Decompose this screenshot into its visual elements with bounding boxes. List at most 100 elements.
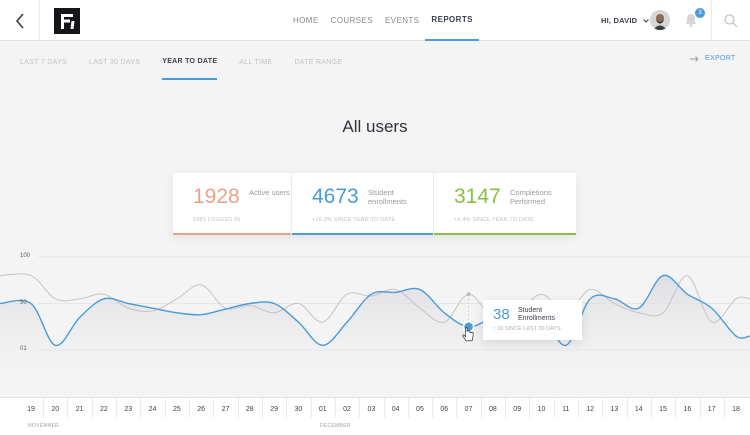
month-label: NOVEMBER (28, 423, 60, 429)
nav-courses[interactable]: COURSES (330, 16, 373, 25)
page-title: All users (342, 117, 408, 136)
filter-year-to-date[interactable]: YEAR TO DATE (162, 44, 218, 80)
stat-active-users[interactable]: 1928 Active users 1981 LOGGED IN (173, 173, 291, 235)
date-tick-label[interactable]: 12 (586, 406, 595, 413)
y-tick-label: 01 (20, 346, 27, 352)
date-tick-label[interactable]: 19 (27, 406, 35, 413)
data-point-primary[interactable] (462, 321, 475, 333)
date-tick-label[interactable]: 25 (172, 406, 181, 413)
stat-value: 4673 (312, 185, 359, 208)
tooltip-label: Student Enrollments (518, 307, 555, 322)
date-tick-label[interactable]: 16 (683, 406, 692, 413)
avatar[interactable] (650, 10, 670, 30)
stat-completions[interactable]: 3147 Completions Performed +9.4% SINCE Y… (433, 173, 576, 235)
filter-last-7-days[interactable]: LAST 7 DAYS (20, 58, 68, 66)
date-separator (91, 398, 93, 418)
date-separator (189, 398, 191, 418)
stat-value: 3147 (454, 185, 501, 208)
series-area (0, 275, 750, 397)
stat-sub: +9.4% SINCE YEAR TO DATE (454, 217, 535, 223)
stat-label: Active users (249, 188, 290, 197)
export-label: EXPORT (705, 55, 736, 62)
nav-events[interactable]: EVENTS (384, 16, 420, 25)
date-tick-label[interactable]: 05 (416, 406, 424, 413)
date-tick-label[interactable]: 09 (513, 406, 522, 413)
date-separator (67, 398, 69, 418)
export-button[interactable]: EXPORT (690, 55, 735, 62)
date-tick-label[interactable]: 17 (707, 406, 716, 413)
date-tick-label[interactable]: 30 (294, 406, 303, 413)
date-tick-label[interactable]: 21 (75, 406, 84, 413)
stat-value: 1928 (193, 185, 240, 208)
back-button[interactable] (0, 0, 40, 41)
date-tick-label[interactable]: 04 (391, 406, 400, 413)
date-separator (480, 398, 482, 418)
date-separator (213, 398, 215, 418)
date-separator (164, 398, 166, 418)
date-tick-label[interactable]: 20 (51, 406, 60, 413)
date-tick-label[interactable]: 15 (659, 406, 667, 413)
date-tick-label[interactable]: 03 (367, 406, 376, 413)
date-separator (505, 398, 507, 418)
date-filters: LAST 7 DAYS LAST 30 DAYS YEAR TO DATE AL… (20, 44, 364, 80)
search-button[interactable] (711, 0, 750, 41)
date-tick-label[interactable]: 28 (245, 406, 254, 413)
nav-reports[interactable]: REPORTS (425, 0, 479, 41)
date-tick-label[interactable]: 13 (610, 406, 619, 413)
date-tick-label[interactable]: 22 (100, 406, 108, 413)
date-tick-label[interactable]: 11 (562, 406, 570, 413)
date-tick-label[interactable]: 07 (464, 406, 473, 413)
stat-label: Completions Performed (510, 188, 552, 206)
date-separator (116, 398, 118, 418)
date-axis: NOVEMBER DECEMBER 19 20 21 22 23 24 25 26 27 28 29… (0, 397, 750, 435)
date-separator (286, 398, 288, 418)
chevron-left-icon (15, 12, 24, 29)
filter-last-30-days[interactable]: LAST 30 DAYS (89, 58, 141, 66)
nav-home[interactable]: HOME (293, 16, 319, 25)
stat-sub: 1981 LOGGED IN (193, 217, 241, 223)
stat-bar (434, 233, 576, 235)
y-tick-label: 50 (20, 300, 27, 306)
date-tick-label[interactable]: 06 (440, 406, 449, 413)
date-separator (140, 398, 142, 418)
date-tick-label[interactable]: 26 (197, 406, 206, 413)
date-tick-label[interactable]: 10 (537, 406, 546, 413)
date-separator (407, 398, 409, 418)
date-tick-label[interactable]: 01 (318, 406, 327, 413)
date-tick-label[interactable]: 18 (732, 406, 740, 413)
y-tick-label: 100 (20, 253, 31, 259)
stat-student-enrollments[interactable]: 4673 Student enrollments +16.2% SINCE YE… (291, 173, 433, 235)
date-separator (432, 398, 434, 418)
date-separator (650, 398, 652, 418)
bell-icon[interactable] (683, 12, 699, 28)
stat-bar (292, 233, 433, 235)
app-logo (54, 8, 80, 34)
date-separator (723, 398, 725, 418)
date-separator (577, 398, 579, 418)
date-separator (529, 398, 531, 418)
date-tick-label[interactable]: 23 (124, 406, 133, 413)
date-tick-label[interactable]: 08 (488, 406, 497, 413)
pointer-cursor-icon (462, 327, 474, 342)
date-tick-label[interactable]: 02 (343, 406, 351, 413)
tooltip-sub: ↑ 16 SINCE LAST 30 DAYS (493, 326, 561, 332)
filter-all-time[interactable]: ALL TIME (239, 58, 273, 66)
chart-tooltip: 38 Student Enrollments ↑ 16 SINCE LAST 3… (483, 300, 582, 340)
date-tick-label[interactable]: 27 (221, 406, 230, 413)
filter-date-range[interactable]: DATE RANGE (294, 58, 343, 66)
date-separator (602, 398, 604, 418)
arrow-right-icon (690, 55, 699, 62)
stat-label: Student enrollments (368, 188, 407, 206)
stats-cards: 1928 Active users 1981 LOGGED IN 4673 St… (173, 173, 576, 235)
user-greeting: HI, DAVID (601, 16, 638, 25)
user-menu[interactable]: HI, DAVID (601, 0, 650, 41)
notification-badge: 3 (695, 8, 705, 18)
date-tick-label[interactable]: 24 (148, 406, 157, 413)
data-point-secondary[interactable] (466, 292, 471, 297)
date-separator (456, 398, 458, 418)
date-tick-label[interactable]: 29 (270, 406, 278, 413)
date-separator (699, 398, 701, 418)
date-separator (237, 398, 239, 418)
date-separator (310, 398, 312, 418)
date-tick-label[interactable]: 14 (634, 406, 643, 413)
